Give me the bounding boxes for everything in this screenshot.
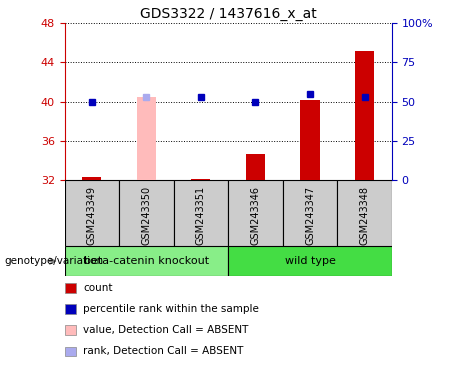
Bar (191, 179, 211, 180)
Text: wild type: wild type (284, 256, 336, 266)
Bar (355, 51, 374, 180)
Text: GSM243347: GSM243347 (305, 186, 315, 245)
Text: count: count (83, 283, 112, 293)
Text: GSM243346: GSM243346 (250, 186, 260, 245)
Text: beta-catenin knockout: beta-catenin knockout (84, 256, 209, 266)
Text: GSM243351: GSM243351 (196, 186, 206, 245)
Bar (246, 154, 265, 180)
Bar (65, 180, 119, 246)
Bar (174, 180, 228, 246)
Bar (301, 100, 319, 180)
Text: percentile rank within the sample: percentile rank within the sample (83, 304, 259, 314)
Text: rank, Detection Call = ABSENT: rank, Detection Call = ABSENT (83, 346, 243, 356)
Bar (337, 180, 392, 246)
Bar (137, 97, 156, 180)
Bar (228, 246, 392, 276)
Text: GSM243350: GSM243350 (142, 186, 151, 245)
Bar (283, 180, 337, 246)
Text: value, Detection Call = ABSENT: value, Detection Call = ABSENT (83, 325, 248, 335)
Bar (119, 180, 174, 246)
Text: genotype/variation: genotype/variation (5, 256, 104, 266)
Bar (82, 177, 101, 180)
Title: GDS3322 / 1437616_x_at: GDS3322 / 1437616_x_at (140, 7, 317, 21)
Text: GSM243348: GSM243348 (360, 186, 370, 245)
Bar (65, 246, 228, 276)
Text: GSM243349: GSM243349 (87, 186, 97, 245)
Bar (228, 180, 283, 246)
